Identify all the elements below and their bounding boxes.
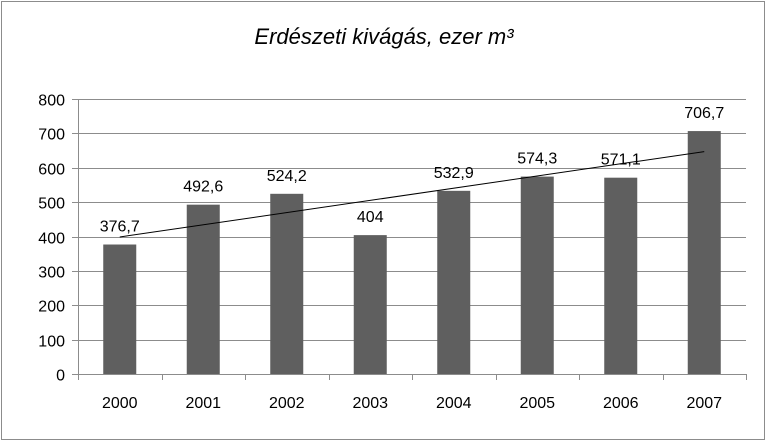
bar-2001 bbox=[186, 204, 220, 374]
bar-2002 bbox=[270, 193, 304, 374]
data-label-2001: 492,6 bbox=[183, 179, 223, 196]
x-tick-label-2002: 2002 bbox=[269, 395, 305, 412]
data-labels: 376,7 492,6 524,2 404 532,9 574,3 571,1 706,7 bbox=[100, 105, 725, 235]
bar-2000 bbox=[103, 244, 137, 374]
data-label-2007: 706,7 bbox=[684, 105, 724, 122]
y-tick-label-100: 100 bbox=[38, 334, 65, 351]
data-label-2004: 532,9 bbox=[434, 165, 474, 182]
x-tick-label-2003: 2003 bbox=[352, 395, 388, 412]
data-label-2006: 571,1 bbox=[601, 152, 641, 169]
y-tick-label-500: 500 bbox=[38, 196, 65, 213]
x-tick-label-2000: 2000 bbox=[102, 395, 138, 412]
data-label-2003: 404 bbox=[357, 209, 384, 226]
x-tick-label-2007: 2007 bbox=[686, 395, 722, 412]
trendline bbox=[119, 151, 705, 238]
y-tick-label-600: 600 bbox=[38, 162, 65, 179]
bar-2006 bbox=[604, 177, 638, 374]
gridlines bbox=[78, 99, 746, 375]
y-tick-label-400: 400 bbox=[38, 231, 65, 248]
bar-2003 bbox=[353, 235, 387, 374]
y-axis-ticks: 0 100 200 300 400 500 600 700 800 bbox=[38, 93, 79, 385]
bars bbox=[103, 131, 721, 374]
y-tick-label-800: 800 bbox=[38, 93, 65, 110]
x-tick-label-2004: 2004 bbox=[436, 395, 472, 412]
trendline-layer bbox=[119, 151, 705, 238]
x-tick-label-2005: 2005 bbox=[519, 395, 555, 412]
data-label-2000: 376,7 bbox=[100, 219, 140, 236]
x-tick-label-2001: 2001 bbox=[185, 395, 221, 412]
bar-2004 bbox=[437, 190, 471, 374]
y-tick-label-200: 200 bbox=[38, 299, 65, 316]
y-tick-label-300: 300 bbox=[38, 265, 65, 282]
x-axis-ticks: 2000 2001 2002 2003 2004 2005 2006 2007 bbox=[78, 374, 747, 412]
data-label-2005: 574,3 bbox=[517, 151, 557, 168]
data-label-2002: 524,2 bbox=[267, 168, 307, 185]
x-tick-label-2006: 2006 bbox=[603, 395, 639, 412]
bar-2005 bbox=[520, 176, 554, 374]
bar-2007 bbox=[687, 131, 721, 374]
chart-title: Erdészeti kivágás, ezer m³ bbox=[254, 24, 514, 49]
y-tick-label-0: 0 bbox=[56, 368, 65, 385]
y-tick-label-700: 700 bbox=[38, 127, 65, 144]
